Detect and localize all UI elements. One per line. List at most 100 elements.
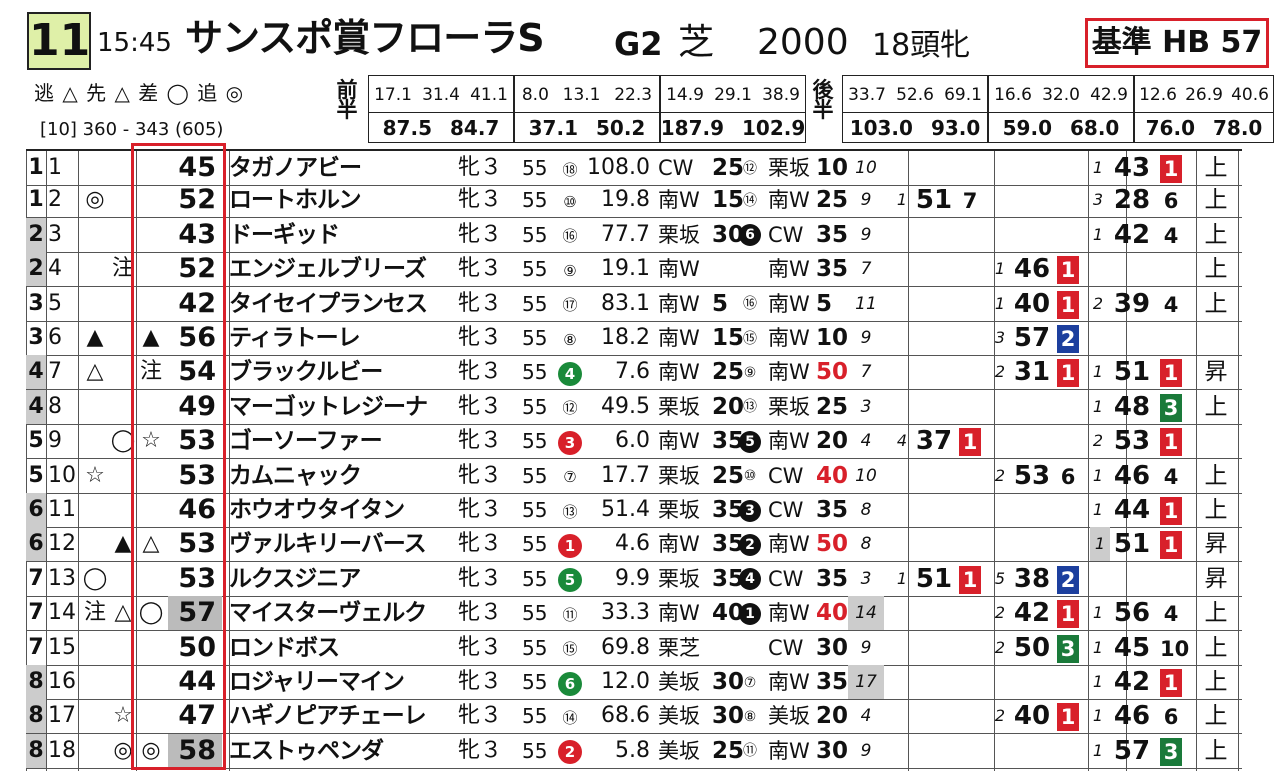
condition-mark: 上: [1204, 737, 1228, 764]
frame-number: 3: [28, 290, 44, 316]
prev-b-order: 2: [994, 603, 1006, 623]
table-row[interactable]: 8 17 ☆ 47 ハギノピアチェーレ 牝３ 55 ⑭ 68.6 美坂 30 ⑧ 美坂 20 4 2 40 1 1 4…: [26, 699, 1242, 735]
training-rank-total: 4: [860, 706, 872, 727]
training-course-2: CW: [768, 498, 804, 522]
table-row[interactable]: 8 18 ◎ ◎ 58 エストゥペンダ 牝３ 55 2 5.8 美坂 25 ⑪ 南W 30 9 1 57 3 上: [26, 733, 1242, 769]
table-row[interactable]: 7 15 50 ロンドボス 牝３ 55 ⑮ 69.8 栗芝 CW 30 9 2 50 3 1 45 10 上: [26, 631, 1242, 666]
training-course-1: 南W: [658, 188, 700, 213]
finish-badge: 1: [1160, 669, 1182, 697]
prev-a-order: [894, 631, 910, 665]
training-score-2: 35: [816, 669, 849, 695]
race-surface: 芝: [678, 22, 715, 63]
prev-a-finish: [958, 493, 982, 527]
prev-b-finish: [1056, 390, 1080, 424]
training-rank-total: 4: [860, 431, 872, 452]
training-score-2: 20: [816, 428, 849, 455]
prev-b-index: [1010, 665, 1054, 699]
training-course-1: 南W: [658, 360, 700, 385]
prev-b-order: [992, 493, 1008, 527]
finish-badge: 4: [1163, 464, 1179, 489]
training-rank: ⑧: [736, 699, 764, 733]
table-row[interactable]: 3 6 ▲ ▲ 56 ティラトーレ 牝３ 55 ⑧ 18.2 南W 15 ⑮ 南W 10 9 3 57 2: [26, 321, 1242, 356]
prev-a-finish: [958, 699, 982, 733]
prev-c-order: [1090, 562, 1106, 596]
prev-a-order: [894, 321, 910, 355]
weight: 55: [522, 156, 548, 180]
prev-a-order: [894, 734, 910, 768]
prev-c-order: [1090, 252, 1106, 286]
lap-total: 37.1: [528, 116, 578, 140]
horse-number: 11: [48, 497, 76, 522]
popularity: 3: [556, 424, 584, 458]
mark-1: [80, 734, 110, 768]
finish-badge: 1: [1057, 290, 1079, 319]
base-index-box: 基準 HB 57: [1085, 18, 1269, 68]
horse-name: ロンドボス: [229, 634, 340, 661]
second-half-label: 後半: [812, 78, 834, 122]
finish-badge: 1: [959, 428, 981, 457]
table-row[interactable]: 7 14 注 △ ◯ 57 マイスターヴェルク 牝３ 55 ⑪ 33.3 南W 40 1 南W 40 14 2 42…: [26, 596, 1242, 632]
popularity: ⑨: [556, 252, 584, 286]
horse-name: ヴァルキリーバース: [229, 531, 427, 558]
popularity-mark: 4: [558, 361, 582, 386]
horse-name: ハギノピアチェーレ: [229, 703, 427, 730]
frame-number: 4: [26, 389, 46, 424]
table-row[interactable]: 2 4 注 52 エンジェルブリーズ 牝３ 55 ⑨ 19.1 南W 南W 35 7 1 46 1 上: [26, 252, 1242, 288]
speed-index: 53: [178, 459, 216, 491]
prev-c-finish: 1: [1154, 151, 1188, 185]
prev-c-finish: 6: [1154, 699, 1188, 733]
odds: 12.0: [601, 669, 650, 694]
popularity: 5: [556, 562, 584, 596]
finish-badge: 4: [1163, 223, 1179, 248]
horse-name: ロートホルン: [229, 187, 362, 214]
popularity-mark: ⑩: [563, 192, 577, 211]
frame-number: 1: [28, 187, 44, 213]
popularity: ⑧: [556, 321, 584, 355]
training-course-1: 栗芝: [658, 635, 700, 660]
prev-b-order: 2: [994, 465, 1006, 485]
table-row[interactable]: 6 11 46 ホウオウタイタン 牝３ 55 ⑬ 51.4 栗坂 35 3 CW 35 8 1 44 1 上: [26, 493, 1242, 528]
prev-c-order: 1: [1092, 362, 1104, 382]
prev-b-finish: [1056, 151, 1080, 185]
table-row[interactable]: 8 16 44 ロジャリーマイン 牝３ 55 6 12.0 美坂 30 ⑦ 南W 35 17 1 42 1 上: [26, 665, 1242, 700]
table-row[interactable]: 6 12 ▲ △ 53 ヴァルキリーバース 牝３ 55 1 4.6 南W 35 2 南W 50 8 1 51 1 昇: [26, 527, 1242, 563]
table-row[interactable]: 4 7 △ 注 54 ブラックルビー 牝３ 55 4 7.6 南W 25 ⑨ 南W 50 7 2 31 1 1 51 1 昇: [26, 355, 1242, 391]
prev-b-index: [1010, 390, 1054, 424]
prev-b-order: [992, 390, 1008, 424]
training-course-2: CW: [768, 463, 804, 488]
lap-total: 84.7: [450, 116, 500, 140]
prev-a-index: [912, 151, 956, 185]
finish-badge: 2: [1057, 325, 1079, 353]
finish-badge: 1: [1160, 531, 1182, 560]
index-highlight-frame: [131, 143, 226, 770]
table-row[interactable]: 1 2 ◎ 52 ロートホルン 牝３ 55 ⑩ 19.8 南W 15 ⑭ 南W 25 9 1 51 7 3 28 6 上: [26, 183, 1242, 219]
prev-b-index: [1010, 493, 1054, 527]
prev-b-index: [1010, 424, 1054, 458]
horse-number: 12: [48, 531, 76, 557]
table-row[interactable]: 1 1 45 タガノアビー 牝３ 55 ⑱ 108.0 CW 25 ⑫ 栗坂 10 10 1 43 1 上: [26, 149, 1242, 186]
speed-index: 53: [178, 425, 216, 457]
table-row[interactable]: 4 8 49 マーゴットレジーナ 牝３ 55 ⑫ 49.5 栗坂 20 ⑬ 栗坂 25 3 1 48 3 上: [26, 389, 1242, 425]
table-row[interactable]: 7 13 ◯ 53 ルクスジニア 牝３ 55 5 9.9 栗坂 35 4 CW 35 3 1 51 1 5 38 2 昇: [26, 562, 1242, 597]
table-row[interactable]: 5 10 ☆ 53 カムニャック 牝３ 55 ⑦ 17.7 栗坂 25 ⑩ CW 40 10 2 53 6 1 46 4…: [26, 459, 1242, 494]
frame-number: 8: [26, 733, 46, 768]
table-row[interactable]: 3 5 42 タイセイプランセス 牝３ 55 ⑰ 83.1 南W 5 ⑯ 南W 5 11 1 40 1 2 39 4 上: [26, 287, 1242, 322]
mark-1: [80, 631, 110, 665]
lap-split: 69.1: [944, 85, 982, 105]
mark-1: △: [86, 359, 104, 385]
training-rank: ⑭: [736, 183, 764, 217]
speed-index: 52: [178, 184, 216, 216]
prev-c-index: 45: [1113, 632, 1151, 663]
sex-age: 牝３: [458, 703, 503, 729]
table-row[interactable]: 2 3 43 ドーギッド 牝３ 55 ⑯ 77.7 栗坂 30 6 CW 35 9 1 42 4 上: [26, 217, 1242, 253]
lap-split: 32.0: [1042, 85, 1080, 105]
popularity-mark: 6: [558, 671, 582, 696]
lap-total: 187.9: [660, 116, 724, 140]
training-score-2: 30: [816, 737, 849, 764]
prev-a-index: [912, 665, 956, 699]
prev-b-index: 42: [1013, 598, 1051, 629]
prev-a-order: [894, 665, 910, 699]
prev-b-index: [1010, 527, 1054, 561]
prev-c-finish: 1: [1154, 424, 1188, 458]
training-rank-mark: ⑨: [743, 364, 757, 381]
